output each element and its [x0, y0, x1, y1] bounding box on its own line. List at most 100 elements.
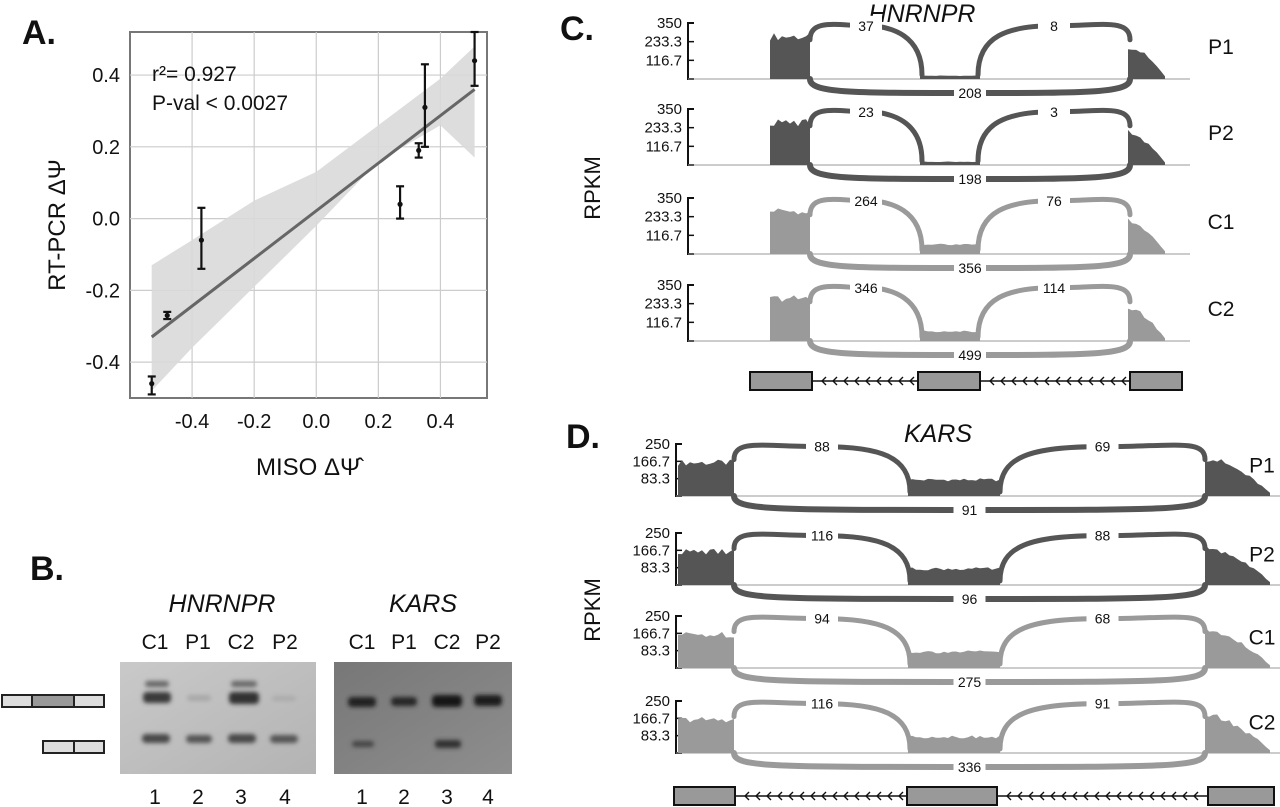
- data-point: [396, 185, 405, 220]
- junction-count-downstream: 68: [1095, 611, 1111, 627]
- junction-label-bg: [850, 101, 882, 120]
- y-tick-label: 116.7: [646, 314, 682, 331]
- y-tick-label: 166.7: [632, 710, 670, 727]
- y-tick-label: 233.3: [644, 209, 682, 226]
- y-tick-label: 166.7: [632, 542, 670, 559]
- junction-label-bg: [953, 672, 986, 690]
- strand-arrow: [1171, 791, 1177, 801]
- junction-count-upstream: 264: [854, 193, 878, 209]
- data-point: [420, 63, 429, 148]
- strand-arrow: [1039, 791, 1045, 801]
- junction-count-upstream: 94: [814, 611, 830, 627]
- strand-arrow: [876, 791, 882, 801]
- strand-arrow: [887, 791, 893, 801]
- junction-label-bg: [1086, 693, 1119, 712]
- coverage-area: [770, 32, 1165, 79]
- junction-label-bg: [953, 500, 986, 518]
- y-tick-label: 233.3: [644, 34, 682, 51]
- junction-label-bg: [850, 15, 882, 34]
- strand-arrow: [1061, 791, 1067, 801]
- sample-label: C1: [1208, 211, 1235, 234]
- x-tick-label: 0.0: [302, 411, 330, 433]
- gel-lane-label: P2: [272, 631, 298, 654]
- track-y-axis: [687, 284, 694, 342]
- gel-lane-number: 1: [356, 786, 368, 807]
- gel-lane-number: 4: [482, 786, 494, 807]
- junction-label-bg: [1038, 190, 1070, 209]
- strand-arrow: [1011, 376, 1017, 386]
- gene-model-kars: [673, 786, 1275, 806]
- gel-image-kars: [334, 662, 512, 774]
- sample-label: P1: [1208, 36, 1234, 59]
- junction-count-upstream: 346: [854, 280, 878, 296]
- x-tick-label: 0.2: [364, 411, 392, 433]
- strand-arrow: [810, 791, 816, 801]
- data-point: [414, 142, 423, 159]
- y-tick-label: 116.7: [646, 138, 682, 155]
- y-tick-label: -0.2: [86, 280, 120, 302]
- sample-label: C1: [1249, 627, 1276, 650]
- y-tick-label: 233.3: [644, 296, 682, 313]
- strand-arrow: [1022, 376, 1028, 386]
- y-tick-label: 166.7: [632, 453, 670, 470]
- rpkm-axis-label: RPKM: [580, 156, 605, 220]
- strand-arrow: [821, 376, 827, 386]
- junction-count-upstream: 116: [811, 528, 834, 544]
- junction-label-bg: [1086, 436, 1119, 455]
- coverage-area: [770, 119, 1165, 165]
- strand-arrow: [1094, 791, 1100, 801]
- gel-lane-label: C2: [434, 631, 461, 654]
- p-value-label: P-val < 0.0027: [152, 92, 288, 115]
- data-points: [147, 30, 479, 396]
- coverage-area: [678, 714, 1270, 753]
- coverage-area: [678, 459, 1270, 496]
- exon-box: [1207, 786, 1275, 806]
- gel-lane-number: 3: [235, 786, 247, 807]
- strand-arrow: [1000, 376, 1006, 386]
- strand-arrow: [1121, 376, 1127, 386]
- sample-label: C2: [1208, 298, 1235, 321]
- y-tick-label: 350: [657, 15, 682, 32]
- strand-arrow: [766, 791, 772, 801]
- junction-label-bg: [850, 190, 882, 209]
- junction-count-downstream: 114: [1043, 280, 1066, 296]
- y-tick-label: 250: [645, 608, 670, 625]
- gel-gene-hnrnpr: HNRNPR: [169, 590, 276, 618]
- sample-label: C2: [1249, 712, 1276, 735]
- gel-lane-label: C1: [142, 631, 169, 654]
- y-tick-label: 83.3: [641, 728, 670, 745]
- strand-arrow: [1072, 791, 1078, 801]
- x-tick-label: -0.4: [175, 411, 209, 433]
- coverage-area: [678, 626, 1270, 668]
- gel-lane-label: P2: [475, 631, 501, 654]
- strand-arrow: [755, 791, 761, 801]
- panel-b: B. HNRNPR KARS C1 P1 C2 P2 C1 P1 C2 P2 1 2 3 4 1 2 3 4: [1, 550, 512, 807]
- y-tick-label: 350: [657, 277, 682, 294]
- junction-label-bg: [1086, 525, 1119, 544]
- track-y-axis: [687, 108, 694, 166]
- y-tick-label: 83.3: [641, 560, 670, 577]
- panel-d-label: D.: [566, 418, 600, 456]
- gel-lane-label: C1: [349, 631, 376, 654]
- sample-label: P1: [1249, 455, 1275, 478]
- junction-label-bg: [806, 436, 838, 455]
- strand-arrow: [1077, 376, 1083, 386]
- y-axis-label: RT-PCR ΔΨ: [44, 159, 71, 291]
- junction-label-bg: [953, 589, 986, 607]
- junction-count-skipping: 336: [958, 759, 982, 775]
- junction-count-skipping: 499: [958, 347, 982, 363]
- junction-label-bg: [850, 277, 882, 296]
- y-tick-label: 233.3: [644, 120, 682, 137]
- gel-lane-numbers: 1 2 3 4 1 2 3 4: [149, 786, 494, 807]
- junction-label-bg: [806, 525, 838, 544]
- gel-image-hnrnpr: [120, 662, 316, 774]
- strand-arrow: [788, 791, 794, 801]
- gel-lane-label: P1: [391, 631, 417, 654]
- y-tick-label: 83.3: [641, 471, 670, 488]
- strand-arrow: [843, 791, 849, 801]
